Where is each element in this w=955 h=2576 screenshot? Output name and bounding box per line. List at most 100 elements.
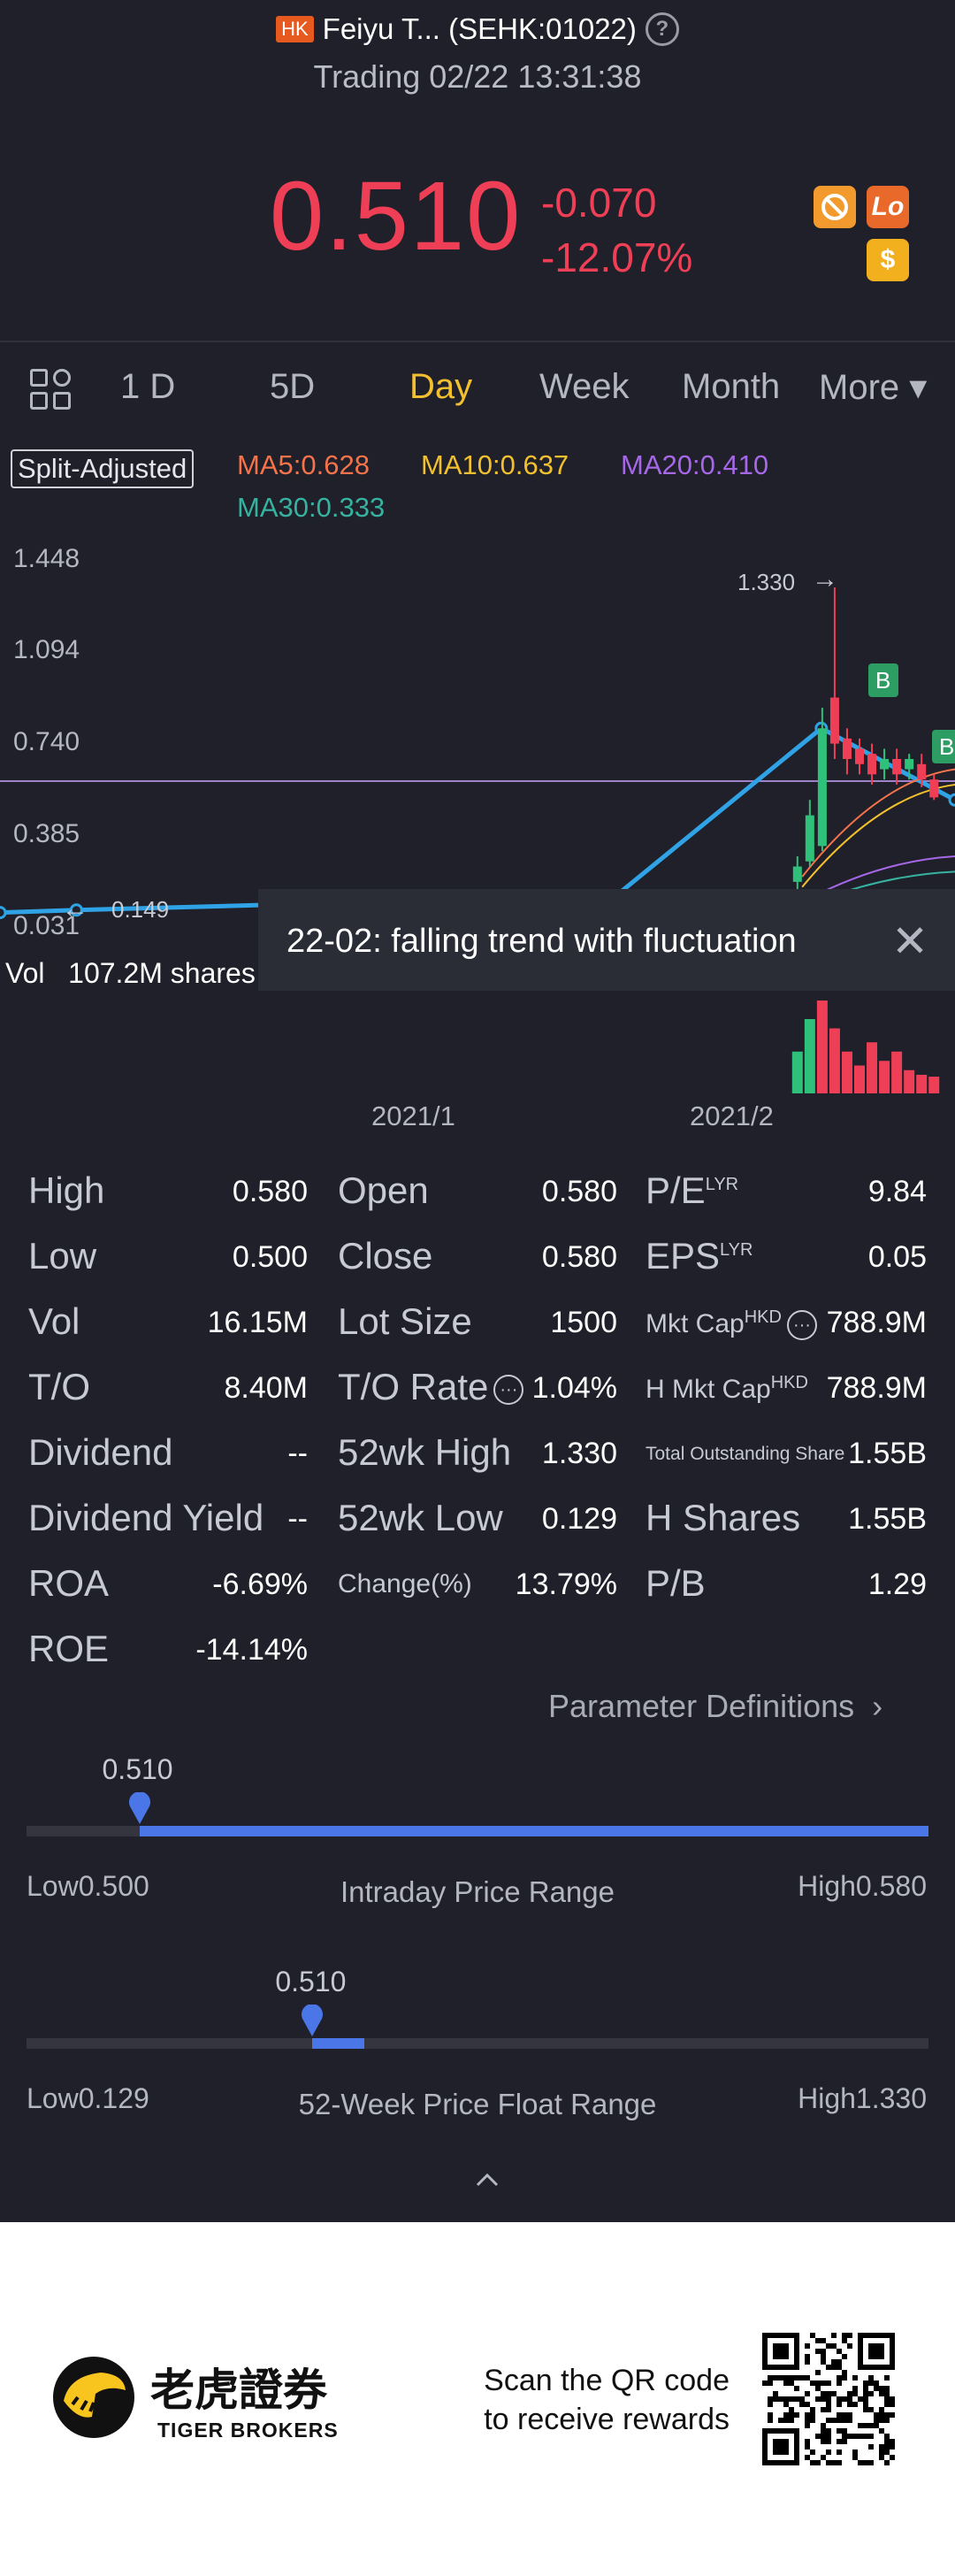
intraday-current-label: 0.510 (102, 1753, 173, 1785)
stat-label: Lot Size (338, 1300, 472, 1342)
tab-week[interactable]: Week (539, 367, 630, 406)
stock-title: Feiyu T... (SEHK:01022) (322, 12, 637, 45)
stat-value: 788.9M (826, 1306, 927, 1339)
info-dots-icon[interactable]: ··· (493, 1374, 524, 1405)
buy-signal[interactable]: B (932, 730, 955, 763)
y-tick-label: 0.031 (13, 911, 80, 940)
stat-label: Total Outstanding Shares (646, 1444, 845, 1464)
scan-text-line1: Scan the QR code (484, 2364, 730, 2397)
low-arrow-icon: ← (62, 894, 88, 924)
candlestick (917, 754, 927, 787)
week52-current-label: 0.510 (275, 1966, 347, 1997)
quote-header: HK Feiyu T... (SEHK:01022) ? Trading 02/… (0, 0, 955, 341)
x-tick-label: 2021/1 (371, 1100, 455, 1131)
intraday-high-label: High0.580 (798, 1870, 927, 1902)
stat-label: Dividend Yield (28, 1497, 264, 1538)
chevron-up-icon[interactable] (474, 2167, 500, 2194)
stat-value: 0.580 (541, 1175, 617, 1208)
stat-label: 52wk High (338, 1431, 512, 1473)
candlestick (817, 708, 827, 852)
week52-range-title: 52-Week Price Float Range (298, 2088, 657, 2120)
stat-value: -- (287, 1502, 308, 1536)
stat-label: ROE (28, 1628, 110, 1669)
stat-label: P/B (646, 1562, 706, 1604)
volume-bar (867, 1042, 878, 1093)
stat-label-with-info[interactable]: T/O Rate ··· (338, 1366, 524, 1408)
info-dots-icon[interactable]: ··· (786, 1310, 817, 1341)
help-icon[interactable]: ? (645, 12, 679, 46)
period-tabs: 1 D 5D Day Week Month More ▾ (0, 341, 955, 440)
candlestick (892, 748, 902, 785)
last-price: 0.510 (270, 162, 523, 271)
volume-bar (928, 1077, 940, 1093)
volume-label: Vol (5, 957, 45, 989)
stat-value: 9.84 (867, 1175, 927, 1208)
high-marker: 1.330 (737, 569, 795, 595)
brand-name-en: TIGER BROKERS (157, 2419, 339, 2442)
stat-label: T/O Rate (338, 1366, 489, 1407)
trend-tooltip: 22-02: falling trend with fluctuation ✕ (258, 889, 955, 991)
split-adjusted-toggle[interactable]: Split-Adjusted (11, 449, 195, 488)
tab-more[interactable]: More ▾ (819, 368, 928, 407)
volume-bar (879, 1061, 890, 1093)
volume-bar (916, 1075, 928, 1093)
stat-label: Change(%) (338, 1569, 472, 1598)
week52-high-label: High1.330 (798, 2082, 927, 2114)
grid-icon[interactable] (30, 369, 73, 411)
ma5-label: MA5:0.628 (237, 449, 370, 480)
stat-value: -6.69% (212, 1568, 308, 1601)
close-icon[interactable]: ✕ (891, 916, 928, 966)
week52-low-label: Low0.129 (27, 2082, 149, 2114)
stat-value: 0.500 (232, 1240, 308, 1274)
stat-value: 0.129 (541, 1502, 617, 1536)
intraday-range-title: Intraday Price Range (340, 1875, 615, 1908)
volume-bar (891, 1051, 903, 1093)
stat-label: 52wk Low (338, 1497, 503, 1538)
buy-signal-label: B (939, 733, 954, 760)
chevron-right-icon: › (872, 1688, 883, 1724)
tab-month[interactable]: Month (682, 367, 781, 406)
ma10-label: MA10:0.637 (421, 449, 569, 480)
intraday-pin-icon (128, 1792, 150, 1824)
intraday-range-fill (139, 1826, 928, 1836)
low-marker: 0.149 (111, 896, 169, 923)
promo-footer: 老虎證券 TIGER BROKERS Scan the QR code to r… (0, 2222, 955, 2576)
buy-signal[interactable]: B (868, 663, 898, 697)
stat-label-pe: P/ELYR (646, 1169, 739, 1211)
trend-point (0, 906, 7, 920)
tab-day[interactable]: Day (409, 367, 473, 406)
dollar-icon[interactable]: $ (867, 239, 909, 281)
qr-code-icon[interactable] (762, 2333, 895, 2465)
volume-bar (791, 1051, 803, 1093)
tab-1d[interactable]: 1 D (120, 367, 176, 406)
stat-value: 1.04% (531, 1371, 617, 1405)
stat-value: 1500 (550, 1306, 617, 1339)
candlestick (792, 855, 802, 890)
price-change: -0.070 (541, 180, 657, 226)
y-tick-label: 0.385 (13, 819, 80, 848)
stat-label: Open (338, 1169, 429, 1211)
stat-value: 0.05 (867, 1240, 927, 1274)
title-row[interactable]: HK Feiyu T... (SEHK:01022) ? (0, 12, 955, 46)
y-tick-label: 1.448 (13, 544, 80, 573)
stat-label: T/O (28, 1366, 90, 1407)
tab-5d[interactable]: 5D (270, 367, 316, 406)
volume-bar (829, 1028, 840, 1093)
tiger-logo-icon (53, 2357, 134, 2438)
volume-bar (904, 1070, 915, 1093)
stat-value: 1.55B (848, 1437, 927, 1470)
lo-icon[interactable]: Lo (867, 186, 909, 228)
stat-label: Dividend (28, 1431, 173, 1473)
scan-text-line2: to receive rewards (484, 2403, 730, 2436)
parameter-definitions-link[interactable]: Parameter Definitions › (548, 1688, 883, 1724)
no-short-icon[interactable] (814, 186, 856, 228)
no-short-glyph (821, 194, 848, 220)
stat-value: -- (287, 1437, 308, 1470)
candlestick (829, 587, 839, 760)
y-tick-label: 0.740 (13, 727, 80, 756)
stat-label-mktcap[interactable]: Mkt CapHKD ··· (646, 1307, 817, 1341)
week52-range-fill (312, 2038, 365, 2049)
x-tick-label: 2021/2 (690, 1100, 774, 1131)
kline-chart[interactable]: 1.330 → ← 0.149 B B (0, 531, 955, 1097)
trend-point (69, 903, 83, 917)
